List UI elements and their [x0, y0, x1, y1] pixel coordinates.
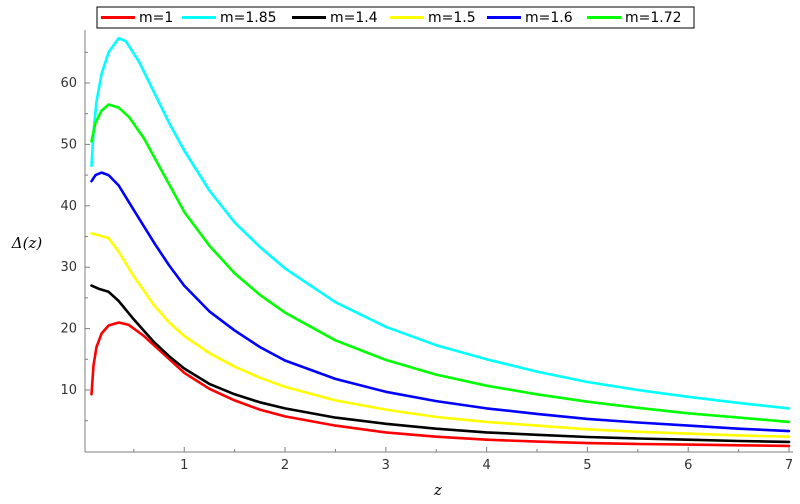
y-tick-label: 50 — [60, 137, 77, 152]
legend-label: m=1.5 — [428, 10, 476, 26]
x-tick-label: 2 — [281, 458, 289, 473]
x-tick-label: 5 — [583, 458, 591, 473]
legend-label: m=1.4 — [330, 10, 378, 26]
series-line-m-1 — [90, 321, 791, 448]
series-line-m-1-5 — [90, 232, 791, 438]
x-tick-label: 1 — [180, 458, 188, 473]
legend-label: m=1.85 — [220, 10, 277, 26]
y-tick-label: 10 — [60, 383, 77, 398]
legend-label: m=1.72 — [625, 10, 682, 26]
x-tick-label: 7 — [785, 458, 793, 473]
plot-area — [90, 36, 791, 448]
x-tick-label: 3 — [382, 458, 390, 473]
x-tick-label: 4 — [482, 458, 490, 473]
series-line-m-1-72 — [90, 103, 791, 424]
legend: m=1 m=1.85 m=1.4 m=1.5 m=1.6 m=1.72 — [96, 6, 695, 29]
series-line-m-1-4 — [90, 284, 791, 444]
series-line-m-1-85 — [90, 36, 791, 410]
legend-label: m=1 — [139, 10, 173, 26]
x-axis-label: z — [433, 481, 442, 499]
y-axis-label: Δ(z) — [11, 234, 43, 252]
axes: 10 20 30 40 50 60 1 2 3 4 5 6 7 — [60, 30, 793, 473]
y-tick-label: 60 — [60, 76, 77, 91]
y-tick-label: 30 — [60, 260, 77, 275]
legend-label: m=1.6 — [525, 10, 573, 26]
series-line-m-1-6 — [90, 171, 791, 433]
y-tick-label: 40 — [60, 199, 77, 214]
y-tick-label: 20 — [60, 322, 77, 337]
x-tick-label: 6 — [684, 458, 692, 473]
